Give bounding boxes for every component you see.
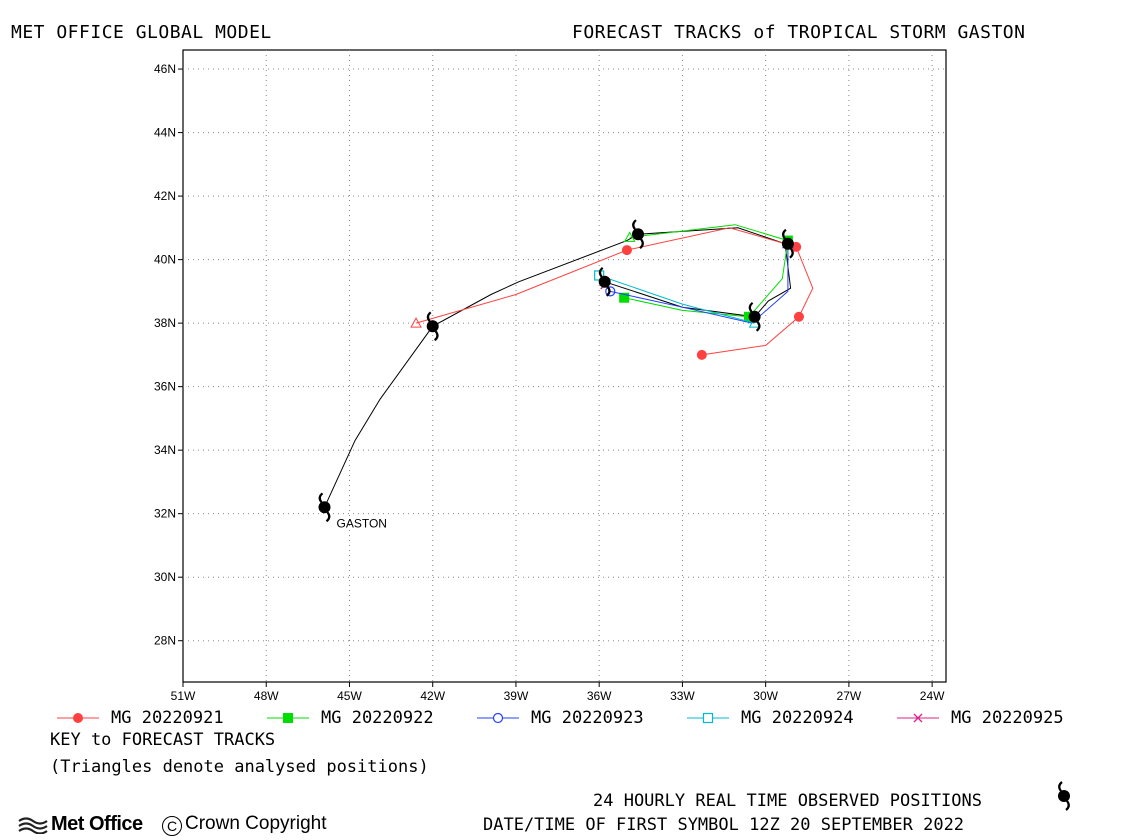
- legend-label: MG 20220924: [741, 708, 854, 728]
- forecast-track-map: 51W 48W 45W 42W 39W 36W 33W 30W 27W 24W 28N 30N 32N 3…: [154, 49, 947, 700]
- legend-swatch: [687, 712, 729, 724]
- y-tick-label: 36N: [154, 380, 176, 394]
- copyright-text: Crown Copyright: [185, 813, 327, 834]
- y-tick-label: 42N: [154, 189, 176, 203]
- storm-arm: [426, 311, 432, 322]
- met-office-logo-text: Met Office: [51, 813, 143, 835]
- storm-position-icon: [426, 311, 439, 342]
- track-marker: [621, 245, 632, 256]
- x-tick-label: 45W: [337, 689, 362, 700]
- storm-name-label: GASTON: [337, 516, 387, 530]
- x-tick-label: 24W: [920, 689, 945, 700]
- analysed-position-triangle: [410, 317, 422, 328]
- hurricane-symbol-icon: [1058, 781, 1070, 811]
- storm-eye: [426, 320, 439, 333]
- legend-label: MG 20220922: [321, 708, 434, 728]
- storm-position-icon: [598, 266, 611, 297]
- storm-eye: [598, 275, 611, 288]
- storm-arm: [598, 266, 604, 278]
- x-tick-label: 39W: [504, 689, 529, 700]
- observed-positions-caption: 24 HOURLY REAL TIME OBSERVED POSITIONS: [593, 791, 982, 811]
- storm-eye: [748, 310, 761, 323]
- met-office-waves-icon: [18, 816, 48, 834]
- legend-label: MG 20220925: [951, 708, 1064, 728]
- legend-swatch: [897, 713, 939, 723]
- legend-item-mg-20220925: MG 20220925: [895, 707, 1064, 729]
- legend-item-mg-20220921: MG 20220921: [55, 707, 224, 729]
- chart-title: FORECAST TRACKS of TROPICAL STORM GASTON: [572, 22, 1026, 43]
- y-tick-label: 40N: [154, 253, 176, 267]
- x-tick-label: 51W: [171, 689, 196, 700]
- storm-arm: [433, 330, 439, 342]
- storm-arm: [318, 492, 324, 503]
- track-marker: [793, 311, 804, 322]
- track-marker: [619, 292, 630, 303]
- legend-item-mg-20220924: MG 20220924: [685, 707, 854, 729]
- y-tick-label: 46N: [154, 62, 176, 76]
- track-marker: [696, 349, 707, 360]
- x-tick-label: 36W: [587, 689, 612, 700]
- storm-eye: [632, 228, 644, 241]
- storm-eye: [318, 501, 331, 514]
- storm-position-icon: [318, 492, 331, 523]
- legend-label: MG 20220923: [531, 708, 644, 728]
- y-tick-label: 44N: [154, 126, 176, 140]
- storm-arm: [632, 219, 637, 230]
- x-tick-label: 33W: [670, 689, 695, 700]
- storm-position-icon: [748, 301, 761, 332]
- plot-frame: [182, 49, 947, 683]
- storm-arm: [639, 238, 644, 250]
- track-line-mg-20220924: [599, 275, 755, 324]
- track-marker: [605, 286, 616, 297]
- y-tick-label: 30N: [154, 570, 176, 584]
- storm-position-icon: [781, 228, 794, 259]
- storm-position-icon: [632, 219, 644, 250]
- legend-label: MG 20220921: [111, 708, 224, 728]
- legend-swatch: [477, 712, 519, 724]
- x-tick-label: 48W: [254, 689, 279, 700]
- copyright-notice: C Crown Copyright: [162, 813, 327, 836]
- storm-arm: [789, 248, 794, 259]
- triangles-note: (Triangles denote analysed positions): [50, 757, 429, 777]
- legend-swatch: [267, 713, 309, 723]
- y-tick-label: 28N: [154, 634, 176, 648]
- storm-arm: [782, 228, 787, 240]
- x-tick-label: 42W: [420, 689, 445, 700]
- storm-arm: [325, 511, 331, 523]
- met-office-logo: Met Office: [18, 813, 143, 836]
- storm-arm: [605, 286, 611, 297]
- x-tick-label: 27W: [837, 689, 862, 700]
- model-title: MET OFFICE GLOBAL MODEL: [11, 22, 272, 43]
- storm-arm: [755, 321, 761, 332]
- track-line-mg-20220922: [624, 224, 789, 318]
- y-tick-label: 34N: [154, 443, 176, 457]
- legend-swatch: [57, 713, 99, 723]
- first-symbol-datetime: DATE/TIME OF FIRST SYMBOL 12Z 20 SEPTEMB…: [483, 815, 965, 835]
- legend-item-mg-20220922: MG 20220922: [265, 707, 434, 729]
- y-tick-label: 38N: [154, 316, 176, 330]
- storm-arm: [748, 301, 754, 313]
- x-tick-label: 30W: [753, 689, 778, 700]
- legend-item-mg-20220923: MG 20220923: [475, 707, 644, 729]
- legend: MG 20220921 MG 20220922 MG 20220923 MG 2…: [55, 707, 1125, 729]
- y-tick-label: 32N: [154, 507, 176, 521]
- analysed-position-triangle: [623, 231, 636, 242]
- copyright-icon: C: [162, 816, 182, 836]
- storm-eye: [781, 237, 794, 250]
- key-caption: KEY to FORECAST TRACKS: [50, 730, 276, 750]
